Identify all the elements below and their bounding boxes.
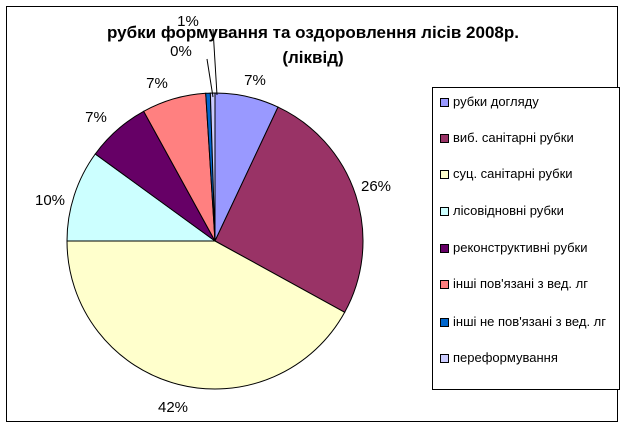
legend-swatch	[440, 244, 449, 253]
slice-percent-label: 26%	[361, 178, 391, 195]
legend-swatch	[440, 318, 449, 327]
legend-label: реконструктивні рубки	[453, 240, 588, 255]
leader-line	[212, 28, 218, 96]
chart-title: рубки формування та оздоровлення лісів 2…	[107, 23, 519, 42]
legend-label: рубки догляду	[453, 94, 539, 109]
slice-percent-label: 1%	[177, 13, 199, 30]
pie-slice	[66, 153, 217, 242]
legend: рубки догляду виб. санітарні рубки суц. са…	[432, 87, 620, 390]
legend-label: лісовідновні рубки	[453, 203, 564, 218]
legend-label: виб. санітарні рубки	[453, 130, 574, 145]
slice-percent-label: 10%	[35, 192, 65, 209]
slice-percent-label: 7%	[244, 72, 266, 89]
leader-line	[206, 58, 214, 98]
legend-label: інші пов'язані з вед. лг	[453, 276, 588, 291]
pie-labels: 7%26%42%10%7%7%0%1%	[35, 13, 391, 416]
slice-percent-label: 7%	[146, 75, 168, 92]
pie-slice	[66, 240, 346, 390]
pie-slices	[66, 92, 364, 390]
legend-swatch	[440, 280, 449, 289]
legend-label: переформування	[453, 350, 558, 365]
legend-swatch	[440, 207, 449, 216]
pie-chart: рубки формування та оздоровлення лісів 2…	[35, 13, 519, 416]
slice-percent-label: 0%	[170, 43, 192, 60]
legend-label: інші не пов'язані з вед. лг	[453, 314, 606, 329]
legend-swatch	[440, 134, 449, 143]
chart-frame: рубки формування та оздоровлення лісів 2…	[6, 6, 620, 422]
chart-subtitle: (ліквід)	[282, 48, 343, 67]
legend-swatch	[440, 354, 449, 363]
slice-percent-label: 7%	[85, 109, 107, 126]
slice-percent-label: 42%	[158, 399, 188, 416]
legend-swatch	[440, 98, 449, 107]
legend-label: суц. санітарні рубки	[453, 166, 573, 181]
legend-swatch	[440, 170, 449, 179]
